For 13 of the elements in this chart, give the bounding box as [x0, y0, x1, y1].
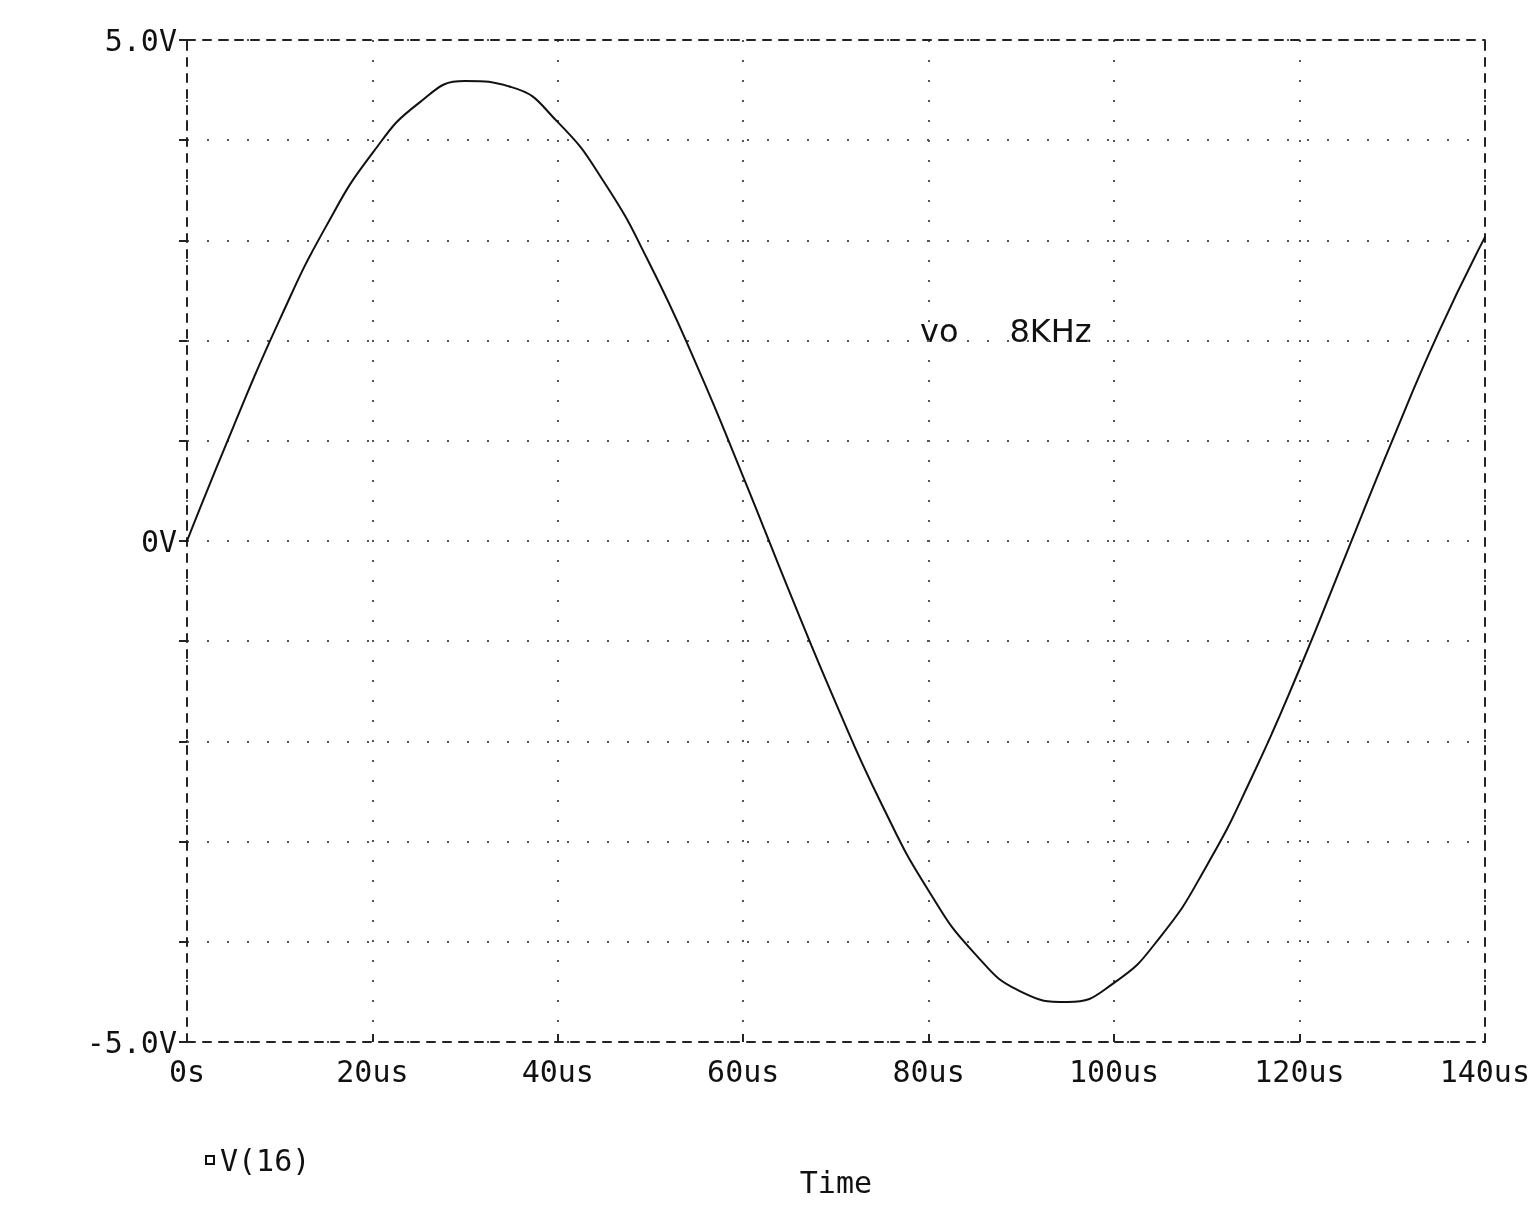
x-tick-label: 80us — [892, 1053, 965, 1089]
x-tick-label: 120us — [1254, 1053, 1345, 1089]
x-axis-title: Time — [799, 1164, 873, 1200]
x-tick-label: 100us — [1068, 1053, 1160, 1089]
x-tick-label: 20us — [336, 1053, 409, 1089]
legend-label: V(16) — [220, 1142, 311, 1178]
y-tick-label: 5.0V — [104, 22, 177, 58]
x-tick-label: 40us — [521, 1053, 594, 1089]
line-series — [186, 80, 1486, 1003]
x-tick-label: 140us — [1439, 1053, 1530, 1089]
y-tick-label: 0V — [140, 523, 177, 559]
x-tick-label: 60us — [707, 1053, 780, 1089]
annotation: vo 8KHz — [920, 312, 1092, 350]
